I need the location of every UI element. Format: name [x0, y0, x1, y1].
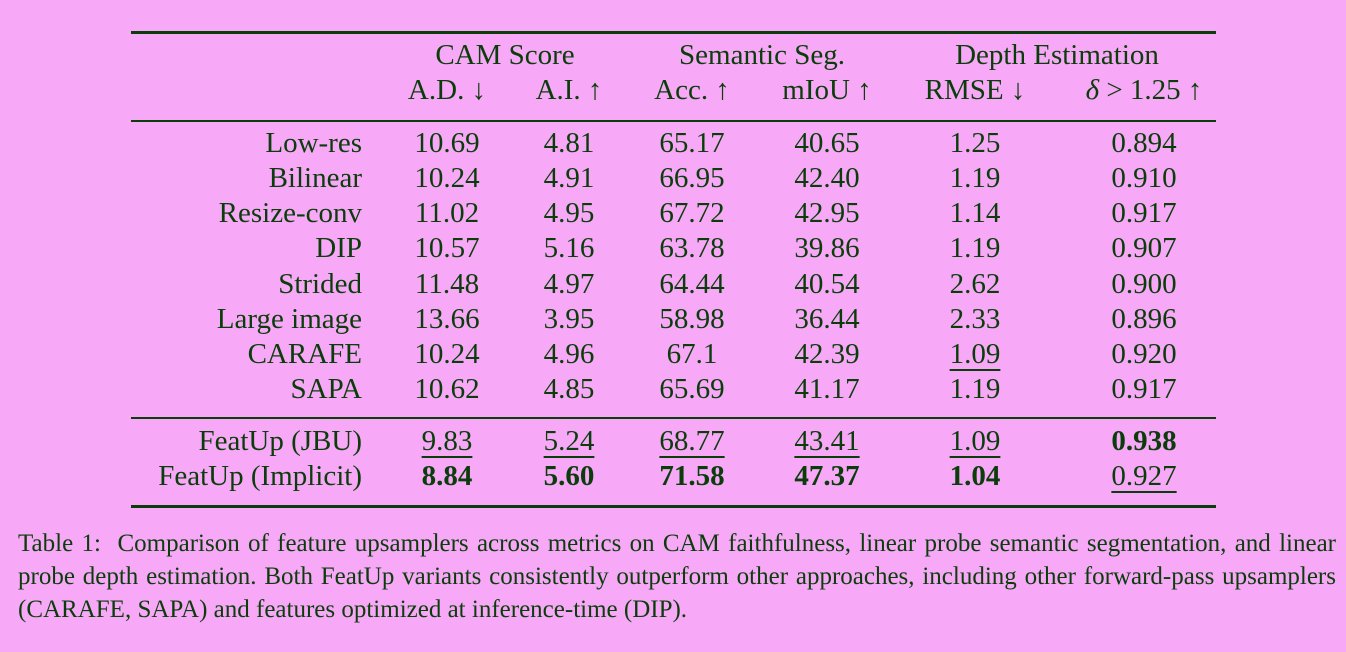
- table-cell: 1.14: [949, 197, 1001, 229]
- table-cell: 67.1: [666, 338, 718, 370]
- table-cell: 42.39: [794, 338, 860, 370]
- table-cell: 0.910: [1111, 162, 1177, 194]
- caption-text: Comparison of feature upsamplers across …: [18, 530, 1337, 623]
- table-cell: 10.24: [414, 162, 480, 194]
- group-header-depth-estimation: Depth Estimation: [955, 39, 1159, 71]
- table-cell: 4.95: [543, 197, 595, 229]
- subheader-ad: A.D. ↓: [407, 74, 487, 106]
- table-cell: 0.896: [1111, 303, 1177, 335]
- table-cell: 0.917: [1111, 373, 1177, 405]
- table-cell: 13.66: [414, 303, 480, 335]
- method-label: DIP: [315, 232, 362, 264]
- table-cell: 0.900: [1111, 268, 1177, 300]
- table-cell: 39.86: [794, 232, 860, 264]
- header-rule: [131, 120, 1216, 122]
- table-cell: 66.95: [659, 162, 725, 194]
- subheader-delta: δ > 1.25 ↑: [1085, 74, 1203, 106]
- table-cell: 65.69: [659, 373, 725, 405]
- table-cell: 5.60: [543, 460, 595, 492]
- table-cell: 11.48: [414, 268, 480, 300]
- table-cell: 71.58: [659, 460, 725, 492]
- table-cell: 63.78: [659, 232, 725, 264]
- table-cell: 42.40: [794, 162, 860, 194]
- table-cell: 4.85: [543, 373, 595, 405]
- table-cell: 11.02: [414, 197, 480, 229]
- table-cell: 64.44: [659, 268, 725, 300]
- table-cell: 0.938: [1111, 425, 1177, 457]
- method-label: Large image: [216, 303, 362, 335]
- method-label: FeatUp (Implicit): [158, 460, 362, 492]
- subheader-miou: mIoU ↑: [782, 74, 872, 106]
- table-cell: 65.17: [659, 127, 725, 159]
- group-header-semantic-seg: Semantic Seg.: [679, 39, 845, 71]
- table-cell: 68.77: [659, 425, 725, 457]
- table-cell: 0.927: [1111, 460, 1177, 492]
- table-cell: 43.41: [794, 425, 860, 457]
- table-cell: 1.04: [949, 460, 1001, 492]
- table-cell: 4.81: [543, 127, 595, 159]
- method-label: SAPA: [290, 373, 362, 405]
- method-label: Low-res: [265, 127, 362, 159]
- table-cell: 10.69: [414, 127, 480, 159]
- table-cell: 58.98: [659, 303, 725, 335]
- table-cell: 2.33: [949, 303, 1001, 335]
- table-cell: 1.09: [949, 425, 1001, 457]
- table-cell: 1.19: [949, 162, 1001, 194]
- table-cell: 3.95: [543, 303, 595, 335]
- table-cell: 10.62: [414, 373, 480, 405]
- table-cell: 40.54: [794, 268, 860, 300]
- subheader-acc: Acc. ↑: [654, 74, 730, 106]
- table-cell: 36.44: [794, 303, 860, 335]
- table-cell: 4.97: [543, 268, 595, 300]
- table-cell: 4.96: [543, 338, 595, 370]
- table-cell: 0.917: [1111, 197, 1177, 229]
- table-cell: 42.95: [794, 197, 860, 229]
- method-label: FeatUp (JBU): [198, 425, 362, 457]
- table-cell: 10.57: [414, 232, 480, 264]
- table-cell: 4.91: [543, 162, 595, 194]
- table-cell: 9.83: [421, 425, 473, 457]
- table-cell: 0.907: [1111, 232, 1177, 264]
- table-cell: 0.920: [1111, 338, 1177, 370]
- table-cell: 47.37: [794, 460, 860, 492]
- table-caption: Table 1: Comparison of feature upsampler…: [18, 527, 1336, 626]
- featup-rule: [131, 417, 1216, 419]
- table-cell: 40.65: [794, 127, 860, 159]
- table-cell: 0.894: [1111, 127, 1177, 159]
- table-top-rule: [131, 31, 1216, 34]
- table-cell: 1.25: [949, 127, 1001, 159]
- table-cell: 1.19: [949, 232, 1001, 264]
- table-cell: 1.09: [949, 338, 1001, 370]
- table-cell: 5.16: [543, 232, 595, 264]
- table-cell: 2.62: [949, 268, 1001, 300]
- table-cell: 67.72: [659, 197, 725, 229]
- table-bottom-rule: [131, 505, 1216, 508]
- table-cell: 41.17: [794, 373, 860, 405]
- subheader-rmse: RMSE ↓: [924, 74, 1026, 106]
- table-cell: 8.84: [421, 460, 473, 492]
- table-cell: 5.24: [543, 425, 595, 457]
- method-label: CARAFE: [247, 338, 362, 370]
- caption-label: Table 1:: [18, 530, 101, 557]
- method-label: Strided: [278, 268, 362, 300]
- subheader-ai: A.I. ↑: [535, 74, 603, 106]
- group-header-cam-score: CAM Score: [435, 39, 575, 71]
- table-cell: 1.19: [949, 373, 1001, 405]
- method-label: Bilinear: [268, 162, 362, 194]
- table-cell: 10.24: [414, 338, 480, 370]
- method-label: Resize-conv: [218, 197, 362, 229]
